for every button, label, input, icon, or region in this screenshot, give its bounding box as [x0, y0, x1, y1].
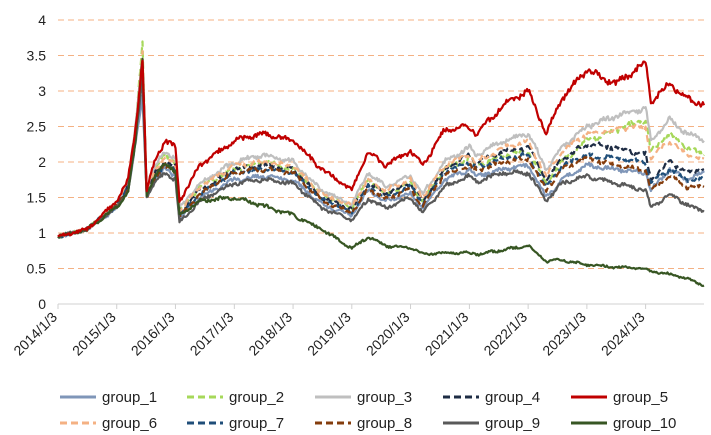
x-tick-label: 2017/1/3 — [187, 309, 237, 359]
series-line-group_8 — [57, 65, 705, 239]
series-line-group_1 — [57, 94, 705, 238]
y-tick-label: 1.5 — [27, 190, 47, 206]
legend-label-group_3: group_3 — [357, 389, 412, 406]
grid-lines — [58, 19, 704, 269]
y-tick-label: 0.5 — [27, 261, 47, 277]
x-tick-label: 2015/1/3 — [69, 309, 119, 359]
y-tick-label: 2.5 — [27, 119, 47, 135]
x-tick-label: 2016/1/3 — [128, 309, 178, 359]
series-line-group_4 — [57, 64, 705, 238]
legend: group_1 group_2 group_3 group_4 group_5group… — [60, 389, 676, 432]
legend-label-group_8: group_8 — [357, 415, 412, 432]
series-line-group_5 — [57, 59, 706, 238]
x-tick-label: 2014/1/3 — [10, 309, 60, 359]
y-axis: 0 0.5 1 1.5 2 2.5 3 3.5 4 — [27, 12, 47, 312]
legend-label-group_5: group_5 — [613, 389, 668, 406]
legend-label-group_1: group_1 — [102, 389, 157, 406]
x-tick-label: 2022/1/3 — [480, 309, 530, 359]
series-line-group_2 — [58, 40, 705, 239]
series-line-group_7 — [57, 65, 705, 239]
series-line-group_6 — [57, 49, 705, 238]
x-tick-label: 2024/1/3 — [598, 309, 648, 359]
y-tick-label: 4 — [38, 12, 46, 28]
x-tick-label: 2023/1/3 — [539, 309, 589, 359]
series-line-group_3 — [58, 57, 705, 238]
x-tick-label: 2018/1/3 — [245, 309, 295, 359]
legend-label-group_4: group_4 — [485, 389, 540, 406]
y-tick-label: 3 — [38, 83, 46, 99]
legend-label-group_7: group_7 — [229, 415, 284, 432]
legend-label-group_10: group_10 — [613, 415, 676, 432]
y-tick-label: 1 — [38, 225, 46, 241]
legend-label-group_6: group_6 — [102, 415, 157, 432]
y-tick-label: 0 — [38, 296, 46, 312]
series-line-group_9 — [57, 78, 705, 239]
x-tick-labels: 2014/1/3 2015/1/3 2016/1/3 2017/1/3 2018/1/3… — [10, 304, 648, 359]
legend-label-group_2: group_2 — [229, 389, 284, 406]
plot-area — [57, 40, 706, 288]
y-tick-label: 2 — [38, 154, 46, 170]
y-tick-label: 3.5 — [27, 48, 47, 64]
x-tick-label: 2021/1/3 — [422, 309, 472, 359]
x-tick-label: 2019/1/3 — [304, 309, 354, 359]
series-line-group_10 — [57, 57, 705, 288]
legend-label-group_9: group_9 — [485, 415, 540, 432]
x-tick-label: 2020/1/3 — [363, 309, 413, 359]
